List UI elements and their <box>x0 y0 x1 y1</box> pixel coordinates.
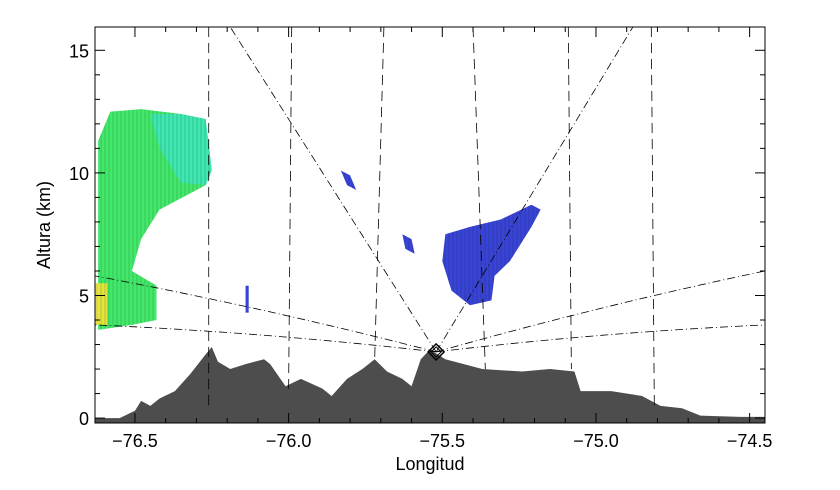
dashed-reference-line <box>567 26 572 370</box>
echo-texture <box>150 114 212 186</box>
beam-line <box>436 270 766 353</box>
echo-texture <box>340 170 357 191</box>
x-tick-label: −75.0 <box>573 431 619 451</box>
x-tick-label: −74.5 <box>727 431 773 451</box>
dashed-reference-line <box>472 26 486 370</box>
x-tick-label: −75.5 <box>420 431 466 451</box>
plot-area <box>94 26 766 423</box>
dashed-reference-line <box>374 26 385 360</box>
dashed-reference-line <box>650 26 655 411</box>
y-axis-title: Altura (km) <box>34 181 54 269</box>
y-tick-label: 5 <box>79 286 89 306</box>
echo-texture <box>402 234 415 254</box>
beam-line <box>229 26 437 353</box>
x-tick-label: −76.0 <box>266 431 312 451</box>
beam-line <box>94 275 437 353</box>
diamond-icon <box>427 342 446 361</box>
echo-texture <box>95 283 108 325</box>
dashed-reference-line <box>288 26 293 389</box>
radar-marker-inner <box>430 346 442 358</box>
y-tick-label: 10 <box>69 164 89 184</box>
echo-texture <box>442 204 541 306</box>
axis-ticks: −76.5 −76.0 −75.5 −75.0 −74.5 0 5 10 15 <box>69 27 772 451</box>
beam-line <box>436 324 766 353</box>
beam-line <box>94 324 437 353</box>
terrain-profile <box>95 346 765 423</box>
x-axis-title: Longitud <box>395 454 464 474</box>
beam-line <box>435 26 634 353</box>
x-tick-label: −76.5 <box>112 431 158 451</box>
y-tick-label: 15 <box>69 41 89 61</box>
y-tick-label: 0 <box>79 409 89 429</box>
echo-texture <box>245 285 249 313</box>
plot-frame <box>94 26 766 424</box>
